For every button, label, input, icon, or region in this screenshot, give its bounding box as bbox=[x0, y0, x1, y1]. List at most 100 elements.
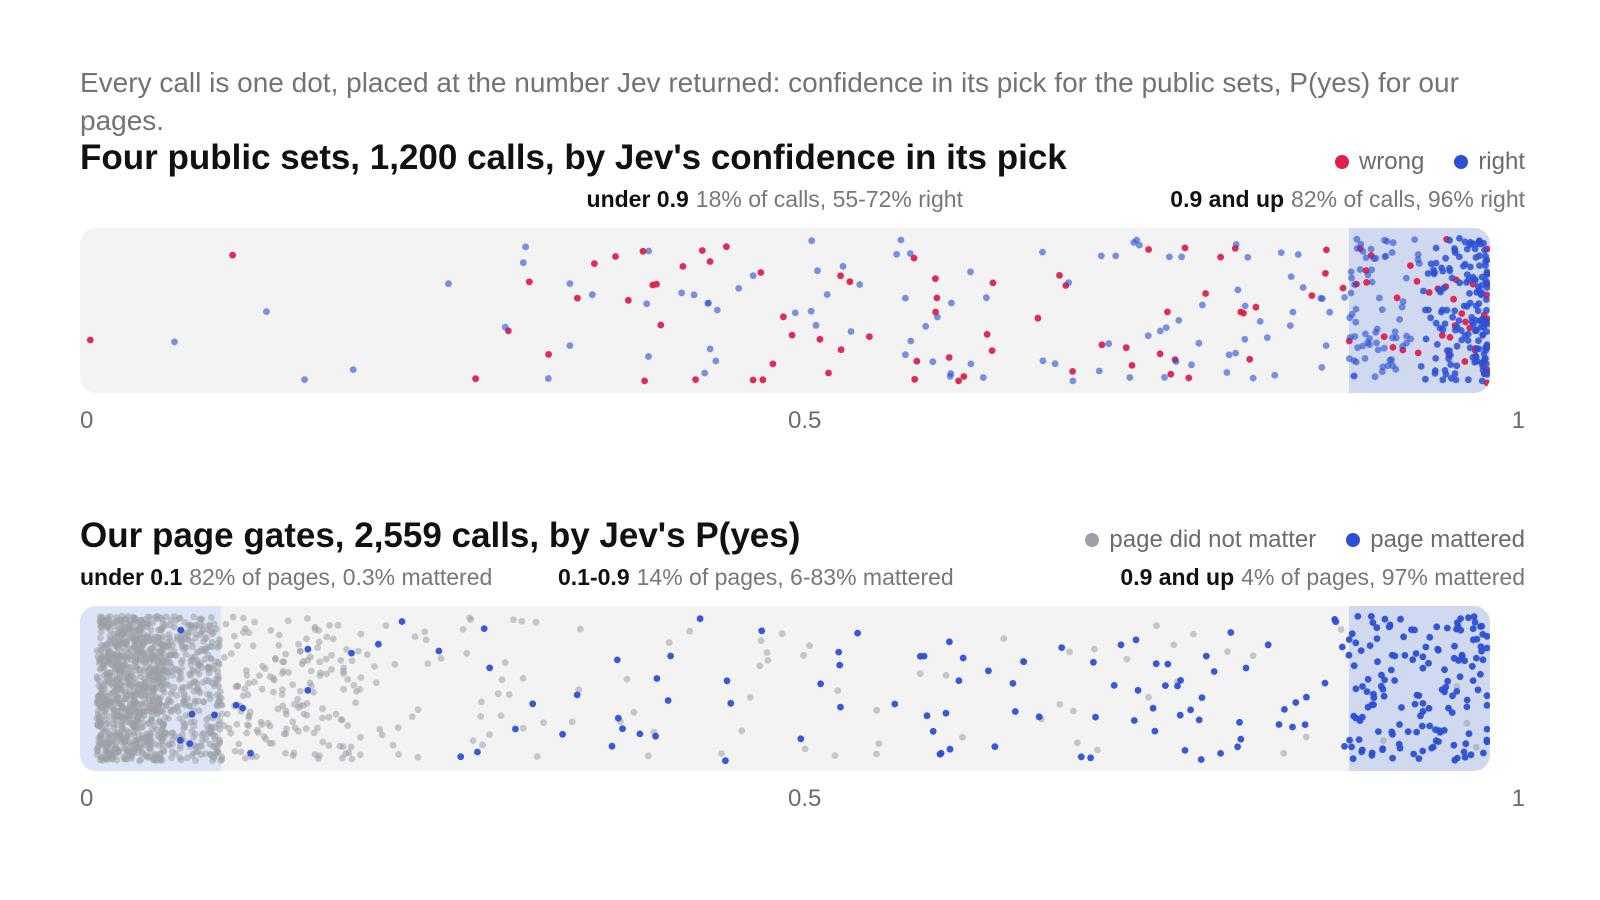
data-point-right bbox=[979, 374, 987, 381]
data-point-page-did-not-matter bbox=[218, 702, 226, 709]
data-point-page-mattered bbox=[474, 748, 481, 756]
data-point-page-mattered bbox=[1363, 688, 1371, 695]
legend-dot-right bbox=[1454, 155, 1469, 169]
data-point-page-mattered bbox=[1369, 619, 1377, 626]
data-point-page-did-not-matter bbox=[215, 642, 223, 650]
data-point-page-mattered bbox=[529, 700, 537, 708]
data-point-wrong bbox=[1413, 277, 1421, 285]
data-point-page-did-not-matter bbox=[296, 687, 304, 695]
data-point-page-did-not-matter bbox=[916, 670, 924, 678]
data-point-page-did-not-matter bbox=[103, 720, 110, 727]
data-point-page-mattered bbox=[1483, 632, 1490, 640]
data-point-page-did-not-matter bbox=[519, 724, 527, 732]
data-point-page-did-not-matter bbox=[342, 750, 350, 757]
data-point-page-mattered bbox=[1332, 618, 1340, 626]
data-point-wrong bbox=[1450, 295, 1457, 303]
data-point-right bbox=[1463, 245, 1471, 253]
data-point-right bbox=[1371, 373, 1379, 381]
data-point-right bbox=[934, 313, 941, 321]
data-point-page-did-not-matter bbox=[308, 682, 315, 690]
data-point-right bbox=[1241, 302, 1249, 310]
data-point-right bbox=[967, 360, 975, 368]
data-point-page-mattered bbox=[304, 645, 312, 653]
data-point-page-did-not-matter bbox=[120, 745, 128, 752]
data-point-page-did-not-matter bbox=[1145, 693, 1152, 701]
data-point-page-did-not-matter bbox=[148, 708, 156, 715]
data-point-page-did-not-matter bbox=[190, 678, 198, 686]
data-point-page-mattered bbox=[1455, 657, 1462, 664]
data-point-right bbox=[1483, 306, 1490, 314]
data-point-right bbox=[1449, 313, 1456, 321]
data-point-page-did-not-matter bbox=[128, 748, 135, 756]
data-point-wrong bbox=[698, 247, 706, 254]
data-point-page-did-not-matter bbox=[146, 613, 154, 621]
data-point-page-did-not-matter bbox=[256, 672, 263, 679]
data-point-page-did-not-matter bbox=[214, 668, 222, 675]
data-point-right bbox=[1466, 344, 1474, 352]
data-point-page-did-not-matter bbox=[269, 740, 276, 747]
data-point-page-did-not-matter bbox=[101, 743, 108, 751]
data-point-page-did-not-matter bbox=[411, 633, 419, 640]
data-point-page-did-not-matter bbox=[148, 653, 156, 661]
data-point-page-mattered bbox=[1373, 624, 1381, 632]
data-point-right bbox=[1473, 326, 1480, 334]
data-point-page-mattered bbox=[636, 730, 644, 738]
data-point-page-mattered bbox=[1467, 751, 1475, 759]
data-point-page-mattered bbox=[1217, 750, 1224, 757]
data-point-page-did-not-matter bbox=[182, 712, 190, 719]
data-point-right bbox=[1352, 305, 1360, 313]
data-point-page-did-not-matter bbox=[437, 654, 445, 662]
data-point-right bbox=[1322, 342, 1330, 349]
data-point-page-mattered bbox=[1303, 693, 1310, 701]
data-point-page-did-not-matter bbox=[834, 687, 842, 694]
data-point-right bbox=[1420, 287, 1427, 295]
data-point-wrong bbox=[749, 376, 757, 384]
data-point-right bbox=[1271, 371, 1279, 379]
data-point-right bbox=[1422, 375, 1429, 383]
data-point-page-did-not-matter bbox=[315, 638, 323, 646]
data-point-page-did-not-matter bbox=[198, 629, 206, 636]
data-point-page-did-not-matter bbox=[195, 707, 203, 715]
data-point-page-mattered bbox=[1092, 713, 1099, 721]
data-point-page-did-not-matter bbox=[348, 755, 356, 763]
data-point-page-did-not-matter bbox=[644, 752, 652, 760]
data-point-page-did-not-matter bbox=[101, 644, 109, 652]
data-point-page-did-not-matter bbox=[198, 731, 206, 739]
data-point-page-did-not-matter bbox=[242, 754, 250, 762]
data-point-page-mattered bbox=[1460, 748, 1468, 756]
data-point-right bbox=[1352, 358, 1360, 366]
data-point-page-mattered bbox=[1358, 713, 1366, 721]
data-point-page-did-not-matter bbox=[469, 737, 477, 744]
data-point-page-did-not-matter bbox=[173, 636, 181, 643]
data-point-right bbox=[1232, 349, 1239, 357]
data-point-page-mattered bbox=[1419, 747, 1427, 755]
data-point-page-did-not-matter bbox=[630, 709, 638, 716]
data-point-wrong bbox=[1145, 246, 1152, 253]
data-point-right bbox=[1389, 362, 1397, 370]
data-point-right bbox=[1225, 351, 1233, 359]
data-point-page-did-not-matter bbox=[193, 686, 201, 693]
data-point-page-did-not-matter bbox=[108, 737, 116, 745]
data-point-right bbox=[946, 372, 954, 380]
data-point-page-mattered bbox=[1338, 643, 1346, 651]
data-point-right bbox=[1195, 339, 1203, 347]
data-point-page-did-not-matter bbox=[96, 756, 104, 764]
data-point-wrong bbox=[525, 278, 533, 286]
data-point-page-did-not-matter bbox=[1094, 746, 1101, 754]
band-range-under-0-1: under 0.1 bbox=[80, 564, 183, 590]
data-point-page-did-not-matter bbox=[135, 705, 143, 713]
data-point-right bbox=[1441, 320, 1449, 328]
data-point-page-did-not-matter bbox=[203, 643, 211, 651]
data-point-page-did-not-matter bbox=[137, 756, 145, 764]
data-point-page-mattered bbox=[696, 615, 704, 623]
data-point-page-mattered bbox=[1345, 636, 1353, 643]
data-point-right bbox=[705, 299, 712, 307]
data-point-page-mattered bbox=[1321, 679, 1329, 687]
data-point-right bbox=[1482, 355, 1489, 362]
data-point-page-mattered bbox=[1397, 615, 1404, 623]
data-point-page-did-not-matter bbox=[148, 701, 156, 709]
data-point-page-mattered bbox=[1348, 743, 1355, 751]
tick-label-0: 0 bbox=[80, 407, 94, 434]
data-point-page-did-not-matter bbox=[193, 667, 201, 674]
data-point-page-did-not-matter bbox=[297, 647, 304, 655]
